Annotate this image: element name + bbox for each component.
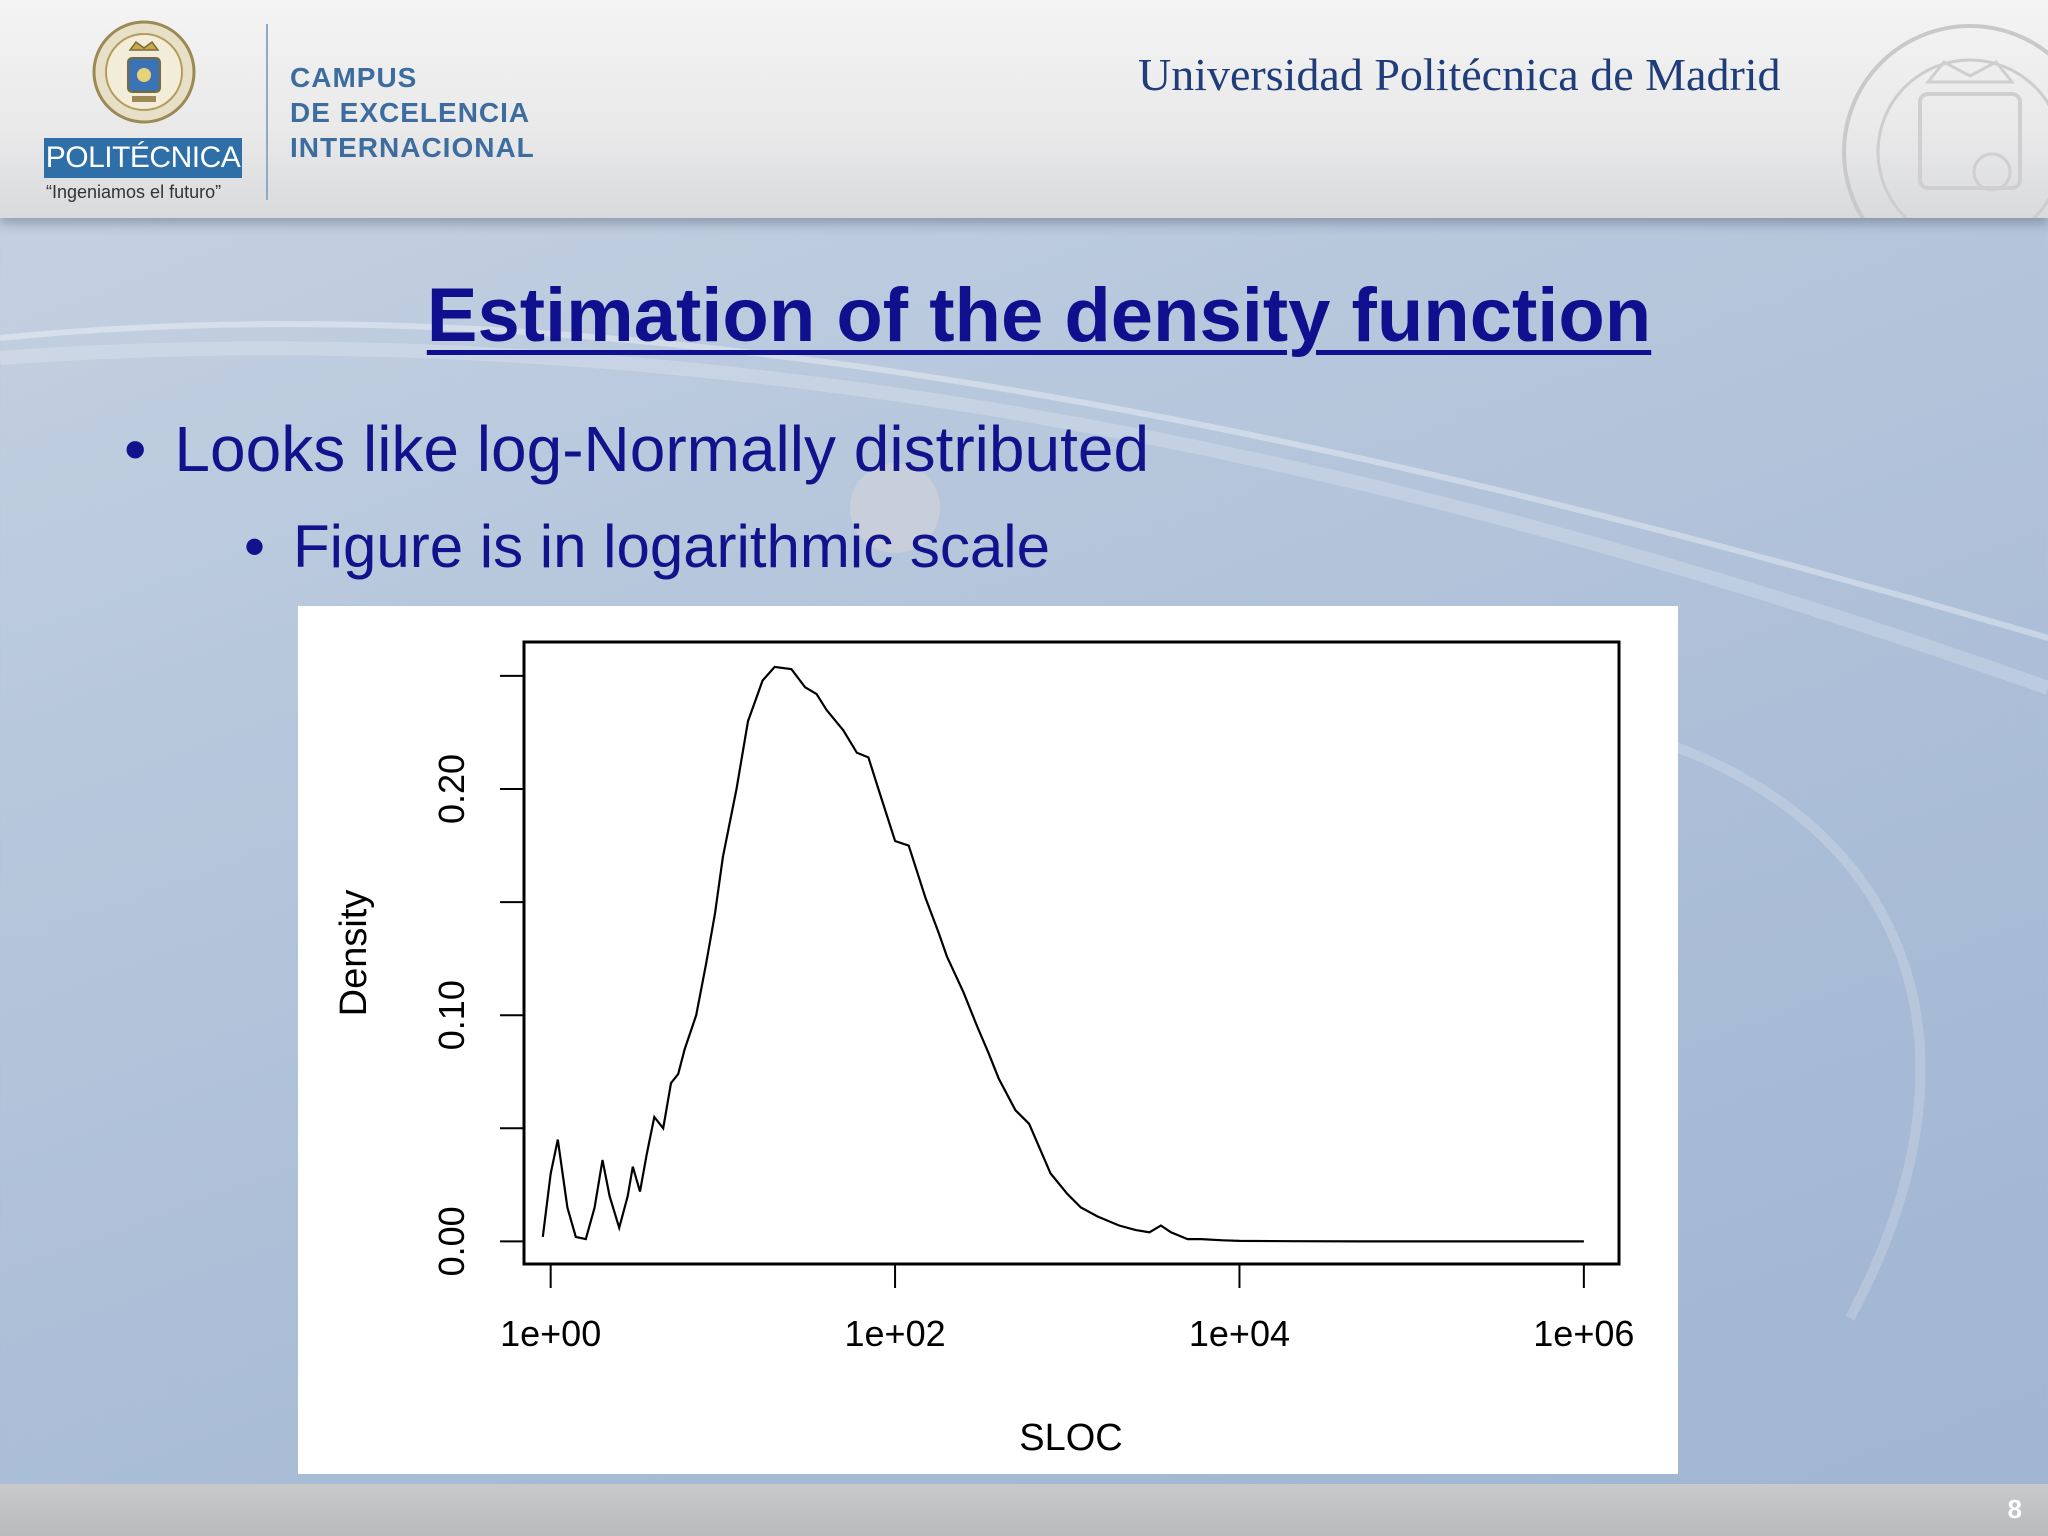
logo-tagline: “Ingeniamos el futuro” xyxy=(46,182,222,202)
slide-title: Estimation of the density function xyxy=(426,273,1652,358)
campus-line-2: DE EXCELENCIA xyxy=(290,97,531,128)
bullet-icon: • xyxy=(244,513,266,580)
x-tick-label: 1e+06 xyxy=(1533,1313,1634,1354)
y-tick-label: 0.20 xyxy=(431,754,472,824)
bullet-2-text: Figure is in logarithmic scale xyxy=(293,513,1050,580)
logo-wordmark: POLITÉCNICA xyxy=(44,138,242,178)
slide-header: POLITÉCNICA “Ingeniamos el futuro” CAMPU… xyxy=(0,0,2048,218)
plot-frame xyxy=(522,640,1621,1266)
university-seal-icon xyxy=(92,20,196,124)
y-tick-label: 0.00 xyxy=(431,1206,472,1276)
campus-line-3: INTERNACIONAL xyxy=(290,132,535,163)
upm-logo: POLITÉCNICA “Ingeniamos el futuro” xyxy=(44,20,244,206)
bullet-icon: • xyxy=(124,413,147,485)
y-axis-label: Density xyxy=(333,890,375,1017)
bullet-1-text: Looks like log-Normally distributed xyxy=(174,413,1150,485)
density-curve xyxy=(541,665,1584,1243)
campus-line-1: CAMPUS xyxy=(290,62,418,93)
university-name: Universidad Politécnica de Madrid xyxy=(1138,49,1781,100)
x-tick-label: 1e+04 xyxy=(1189,1313,1290,1354)
university-watermark-seal-icon xyxy=(1842,24,2048,218)
campus-excellence-label: CAMPUS DE EXCELENCIA INTERNACIONAL xyxy=(290,60,535,165)
x-tick-label: 1e+00 xyxy=(500,1313,601,1354)
slide-footer: 8 xyxy=(0,1484,2048,1536)
x-axis-label: SLOC xyxy=(1019,1417,1122,1459)
density-chart: 0.00 0.10 0.20 1e+00 1e+02 1e+04 1e+06 SLOC D… xyxy=(298,606,1678,1474)
bullet-item-2: • Figure is in logarithmic scale xyxy=(244,512,1050,581)
page-number: 8 xyxy=(2007,1494,2022,1524)
header-divider xyxy=(266,24,268,200)
y-tick-label: 0.10 xyxy=(431,980,472,1050)
density-plot-svg: 0.00 0.10 0.20 1e+00 1e+02 1e+04 1e+06 SLOC D… xyxy=(333,640,1634,1459)
x-tick-label: 1e+02 xyxy=(845,1313,946,1354)
bullet-item-1: • Looks like log-Normally distributed xyxy=(124,412,1149,486)
